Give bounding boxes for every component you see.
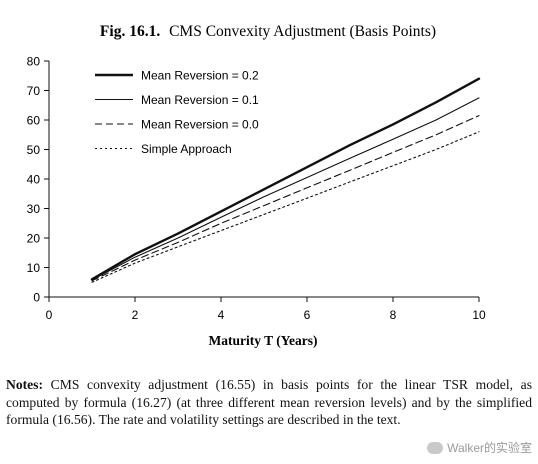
y-tick-label: 60 xyxy=(27,114,41,128)
x-tick-label: 2 xyxy=(132,308,139,322)
x-tick-label: 8 xyxy=(390,308,397,322)
y-tick-label: 10 xyxy=(27,261,41,275)
series-line-2 xyxy=(91,97,480,281)
y-tick-label: 70 xyxy=(27,84,41,98)
watermark: Walker的实验室 xyxy=(427,439,532,456)
x-tick-label: 0 xyxy=(46,308,53,322)
figure-title-text: CMS Convexity Adjustment (Basis Points) xyxy=(169,23,436,40)
y-tick-label: 50 xyxy=(27,143,41,157)
legend-label-2: Mean Reversion = 0.1 xyxy=(141,93,259,107)
x-tick-label: 10 xyxy=(472,308,486,322)
watermark-text: Walker的实验室 xyxy=(447,441,532,455)
wechat-icon xyxy=(427,441,444,454)
legend-label-3: Mean Reversion = 0.0 xyxy=(141,118,259,132)
y-tick-label: 40 xyxy=(27,173,41,187)
y-tick-label: 80 xyxy=(27,55,41,69)
plot-area: 0 10 20 30 40 50 60 70 80 0 2 4 6 8 10 Mean Reversion =… xyxy=(27,55,486,323)
y-tick-label: 30 xyxy=(27,202,41,216)
x-axis-label: Maturity T (Years) xyxy=(209,333,318,348)
notes-label: Notes: xyxy=(6,377,43,392)
y-tick-label: 0 xyxy=(33,291,40,305)
figure-title: Fig. 16.1. CMS Convexity Adjustment (Bas… xyxy=(100,23,436,40)
figure-label: Fig. 16.1. xyxy=(100,23,160,40)
x-tick-label: 6 xyxy=(304,308,311,322)
series-line-1 xyxy=(90,77,481,281)
series-line-3 xyxy=(91,115,480,282)
legend-label-1: Mean Reversion = 0.2 xyxy=(141,69,259,83)
notes-text: CMS convexity adjustment (16.55) in basi… xyxy=(6,377,532,427)
x-tick-label: 4 xyxy=(218,308,225,322)
figure-notes: Notes: CMS convexity adjustment (16.55) … xyxy=(6,376,532,429)
legend-label-4: Simple Approach xyxy=(141,142,232,156)
series-line-4 xyxy=(91,131,480,283)
y-tick-label: 20 xyxy=(27,232,41,246)
figure-chart: Fig. 16.1. CMS Convexity Adjustment (Bas… xyxy=(27,23,486,348)
